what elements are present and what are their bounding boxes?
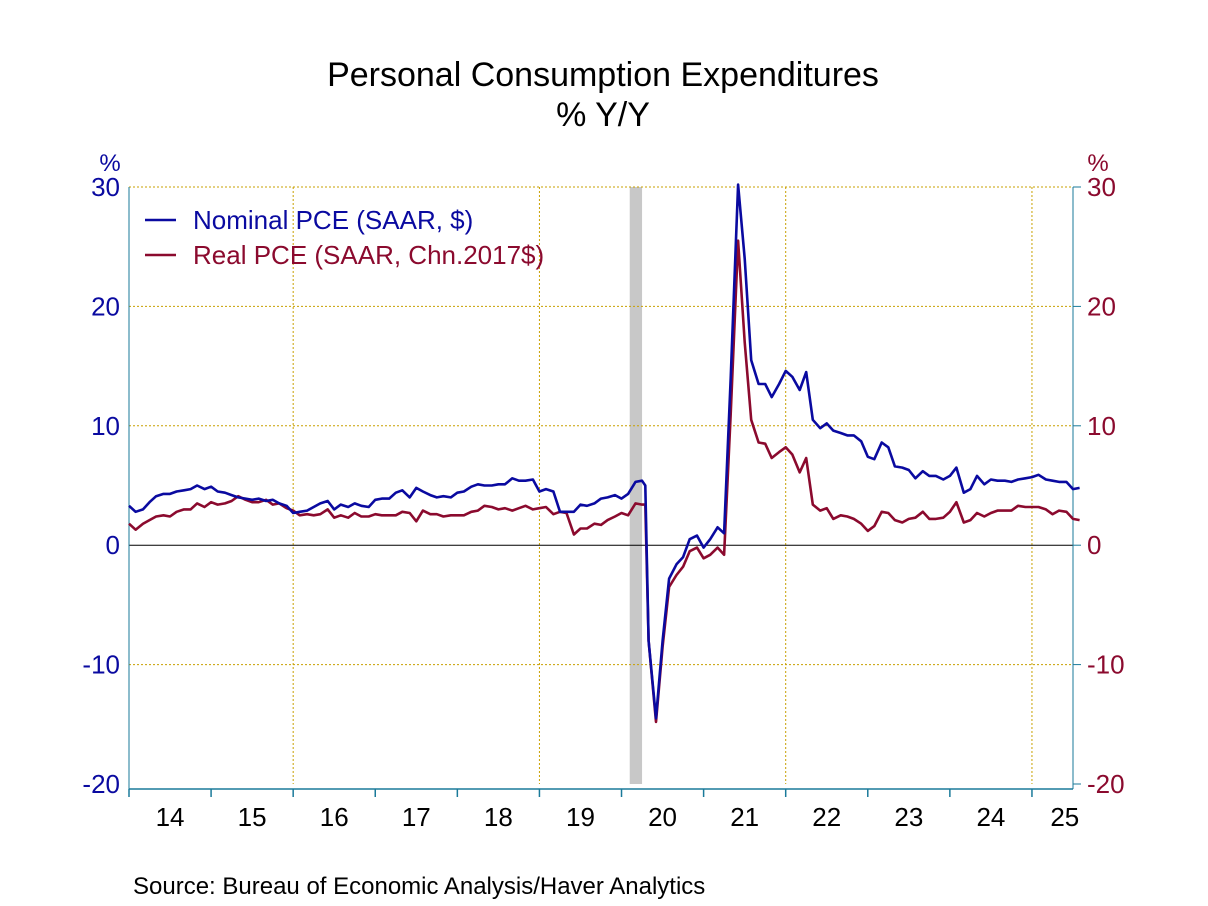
grid-layer: [129, 186, 1073, 784]
x-tick-label: 21: [730, 802, 759, 832]
y-tick-label-left: -20: [82, 769, 120, 799]
series-line-nominal: [128, 183, 1080, 720]
x-tick-label: 22: [812, 802, 841, 832]
series-line-real: [128, 239, 1080, 724]
x-tick-label: 20: [648, 802, 677, 832]
axes-layer: 14 15 16 17 18 19 20 21 22 23 24 25 30 30 20 20 10 10 0 0 -1…: [82, 172, 1124, 832]
y-tick-label-left: 0: [106, 530, 120, 560]
x-tick-label: 19: [566, 802, 595, 832]
x-tick-label: 25: [1050, 802, 1079, 832]
right-axis-unit: %: [1087, 150, 1108, 177]
chart-subtitle: % Y/Y: [556, 96, 650, 134]
x-tick-label: 15: [238, 802, 267, 832]
x-tick-label: 14: [156, 802, 185, 832]
legend: Nominal PCE (SAAR, $) Real PCE (SAAR, Chn…: [145, 205, 544, 270]
y-tick-label-right: 0: [1087, 530, 1101, 560]
source-note: Source: Bureau of Economic Analysis/Have…: [133, 873, 705, 900]
recession-band-layer: [629, 187, 643, 784]
x-tick-label: 17: [402, 802, 431, 832]
chart-title: Personal Consumption Expenditures: [327, 56, 879, 94]
legend-label: Real PCE (SAAR, Chn.2017$): [193, 240, 544, 270]
y-tick-label-left: 30: [91, 172, 120, 202]
y-tick-label-right: -20: [1087, 769, 1125, 799]
series-lines-layer: [128, 183, 1080, 724]
y-tick-label-right: 10: [1087, 411, 1116, 441]
x-tick-label: 18: [484, 802, 513, 832]
y-tick-label-right: 30: [1087, 172, 1116, 202]
recession-band: [629, 187, 643, 784]
x-tick-label: 16: [320, 802, 349, 832]
y-tick-label-right: -10: [1087, 650, 1125, 680]
legend-label: Nominal PCE (SAAR, $): [193, 205, 473, 235]
x-tick-label: 23: [894, 802, 923, 832]
y-tick-label-left: -10: [82, 650, 120, 680]
y-tick-label-right: 20: [1087, 291, 1116, 321]
x-tick-label: 24: [976, 802, 1005, 832]
y-tick-label-left: 20: [91, 291, 120, 321]
left-axis-unit: %: [99, 150, 120, 177]
y-tick-label-left: 10: [91, 411, 120, 441]
